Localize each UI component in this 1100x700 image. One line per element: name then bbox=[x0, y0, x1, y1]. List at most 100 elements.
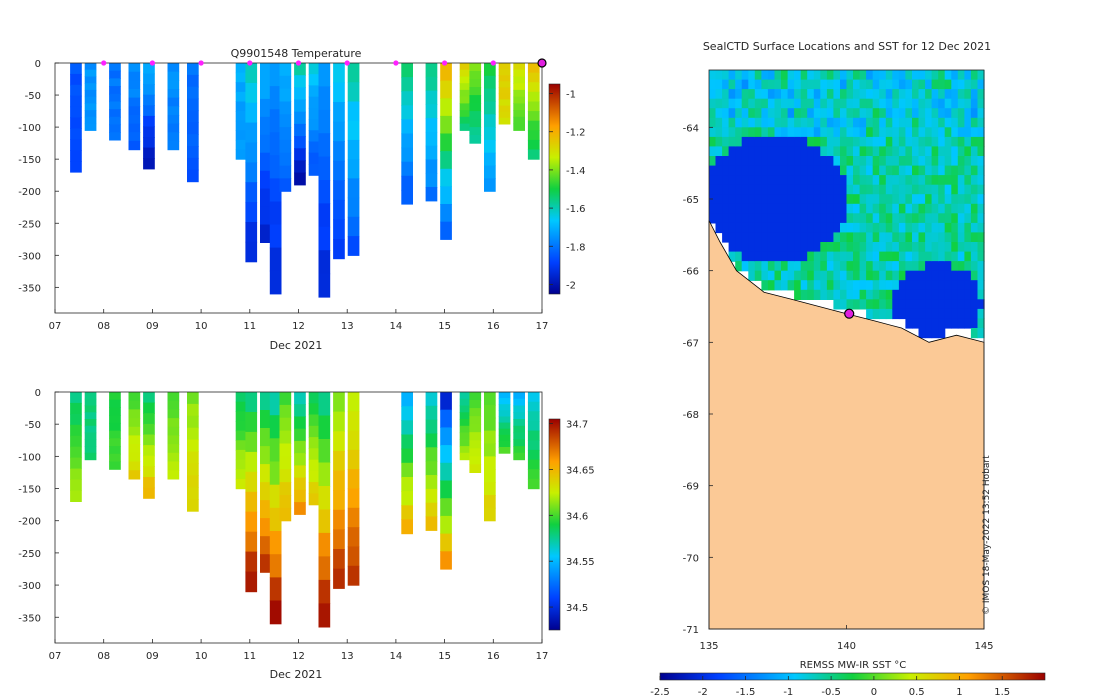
sst-cell bbox=[977, 280, 985, 291]
temperature-profile-cast-13 bbox=[308, 63, 321, 176]
salinity-profile-cell bbox=[84, 419, 97, 427]
sst-cell bbox=[833, 117, 841, 128]
temperature-colorbar-ticks: -1-1.2-1.4-1.6-1.8-2 bbox=[549, 90, 586, 291]
sst-cell bbox=[833, 136, 841, 148]
sst-cell bbox=[787, 175, 795, 186]
salinity-profile-cell bbox=[308, 448, 321, 461]
temperature-profile-cell bbox=[167, 106, 180, 116]
sst-cell bbox=[944, 213, 952, 224]
salinity-profile-cell bbox=[459, 398, 472, 407]
sst-cell bbox=[774, 156, 782, 167]
sst-cell bbox=[833, 79, 841, 90]
salinity-profile-cell bbox=[235, 440, 248, 451]
sst-cell bbox=[912, 299, 920, 310]
x-tick-label: 14 bbox=[390, 321, 403, 332]
sst-cell bbox=[918, 194, 926, 205]
sst-cell bbox=[781, 117, 789, 128]
sst-cell bbox=[800, 175, 808, 186]
salinity-profile-cell bbox=[308, 414, 321, 427]
sst-cell bbox=[872, 165, 880, 176]
sst-cell bbox=[820, 127, 828, 138]
sst-cell bbox=[748, 127, 756, 138]
sst-cell bbox=[964, 79, 972, 90]
salinity-profile-cell bbox=[260, 410, 272, 429]
temperature-profile-cell bbox=[425, 173, 438, 188]
temperature-profile-cell bbox=[294, 160, 306, 174]
sst-cell bbox=[859, 203, 867, 214]
sst-cell bbox=[774, 251, 782, 262]
sst-cell bbox=[866, 117, 874, 128]
sst-cell bbox=[735, 89, 743, 100]
temperature-profile-cell bbox=[279, 63, 292, 77]
sst-cell bbox=[938, 328, 946, 339]
temperature-profile-cell bbox=[294, 123, 306, 137]
sst-cell bbox=[944, 194, 952, 205]
sst-cell bbox=[918, 261, 926, 272]
temperature-profile-cell bbox=[318, 250, 331, 275]
sst-cell bbox=[800, 79, 808, 90]
sst-cell bbox=[957, 156, 965, 167]
salinity-profile-cell bbox=[84, 392, 97, 400]
sst-cell bbox=[748, 117, 756, 128]
sst-cell bbox=[813, 98, 821, 109]
sst-cell bbox=[964, 89, 972, 100]
sst-cell bbox=[735, 108, 743, 119]
y-tick-label: -50 bbox=[25, 91, 41, 102]
salinity-profile-cell bbox=[333, 529, 345, 550]
sst-cell bbox=[735, 127, 743, 138]
sst-cell bbox=[905, 184, 913, 195]
sst-cell bbox=[866, 261, 874, 272]
temperature-profile-cell bbox=[235, 72, 248, 83]
salinity-profile-cell bbox=[527, 430, 540, 441]
salinity-profile-cell bbox=[235, 459, 248, 470]
temperature-profile-cell bbox=[498, 75, 511, 82]
salinity-profile-cell bbox=[469, 392, 482, 401]
sst-cell bbox=[781, 127, 789, 138]
sst-cell bbox=[872, 242, 880, 253]
sst-cell bbox=[767, 203, 775, 214]
sst-cell bbox=[728, 165, 736, 176]
sst-cell bbox=[774, 270, 782, 281]
sst-cell bbox=[761, 136, 769, 148]
salinity-profile-cell bbox=[347, 411, 360, 432]
sst-cell bbox=[800, 165, 808, 176]
sst-cell bbox=[826, 203, 834, 214]
sst-cell bbox=[866, 232, 874, 243]
sst-cell bbox=[872, 299, 880, 310]
sst-cell bbox=[977, 318, 985, 329]
sst-cell bbox=[977, 98, 985, 109]
temperature-profile-cell bbox=[347, 82, 360, 102]
sst-cell bbox=[885, 70, 893, 81]
sst-cell bbox=[846, 280, 854, 291]
sst-cell bbox=[735, 222, 743, 234]
sst-cell bbox=[840, 70, 848, 81]
sst-cell bbox=[944, 251, 952, 262]
sst-cell bbox=[951, 280, 959, 291]
sst-cell bbox=[944, 203, 952, 214]
salinity-profile-cell bbox=[167, 392, 180, 402]
sst-cell bbox=[853, 194, 861, 205]
sst-cell bbox=[846, 146, 854, 157]
salinity-profile-cell bbox=[109, 399, 121, 408]
sst-cell bbox=[794, 156, 802, 167]
salinity-profile-cell bbox=[143, 455, 155, 467]
sst-cell bbox=[728, 108, 736, 119]
map-colorbar-ticks: -2.5 -2 -1.5 -1 -0.5 0 0.5 1 1.5 bbox=[650, 676, 1010, 698]
salinity-profile-cell bbox=[440, 498, 452, 517]
temperature-profile-cell bbox=[109, 78, 121, 87]
sst-cell bbox=[820, 98, 828, 109]
sst-cell bbox=[826, 89, 834, 100]
sst-cell bbox=[840, 251, 848, 262]
sst-cell bbox=[853, 299, 861, 310]
sst-cell bbox=[761, 79, 769, 90]
salinity-profile-cell bbox=[167, 470, 180, 480]
sst-cell bbox=[787, 89, 795, 100]
sst-cell bbox=[944, 117, 952, 128]
temperature-profile-cell bbox=[167, 89, 180, 99]
salinity-profile-cell bbox=[70, 392, 82, 404]
sst-cell bbox=[807, 280, 815, 291]
sst-cell bbox=[853, 242, 861, 253]
sst-cell bbox=[892, 261, 900, 272]
sst-cell bbox=[977, 89, 985, 100]
